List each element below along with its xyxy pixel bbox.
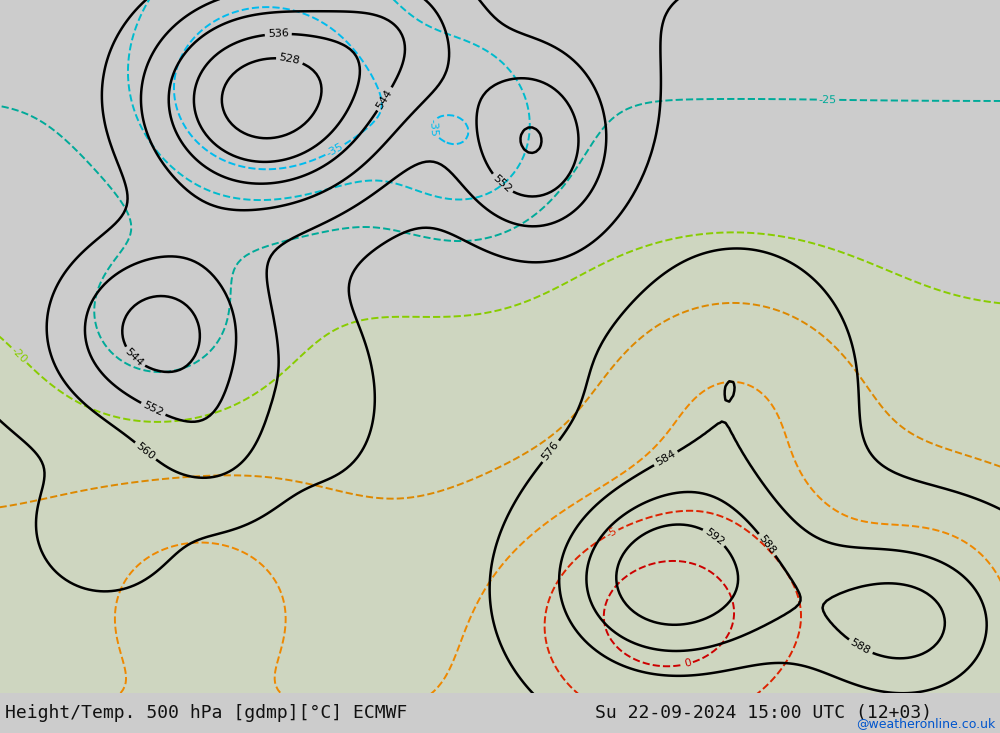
- Text: Su 22-09-2024 15:00 UTC (12+03): Su 22-09-2024 15:00 UTC (12+03): [595, 704, 932, 722]
- Text: -35: -35: [427, 118, 438, 137]
- Text: 560: 560: [134, 441, 157, 462]
- Text: 576: 576: [540, 440, 561, 463]
- Text: 552: 552: [141, 400, 165, 419]
- Text: 544: 544: [375, 87, 395, 111]
- Text: @weatheronline.co.uk: @weatheronline.co.uk: [856, 717, 995, 730]
- Text: 588: 588: [757, 533, 778, 556]
- Text: Height/Temp. 500 hPa [gdmp][°C] ECMWF: Height/Temp. 500 hPa [gdmp][°C] ECMWF: [5, 704, 407, 722]
- Text: 544: 544: [123, 347, 145, 369]
- Text: 0: 0: [683, 658, 692, 669]
- Text: 592: 592: [703, 526, 726, 547]
- Text: 588: 588: [849, 638, 872, 657]
- Text: 536: 536: [268, 29, 289, 40]
- Text: 528: 528: [278, 53, 301, 67]
- Text: -20: -20: [9, 345, 29, 365]
- Text: -35: -35: [325, 141, 345, 158]
- Text: 552: 552: [491, 173, 513, 195]
- Text: -5: -5: [605, 526, 619, 540]
- Text: -25: -25: [819, 95, 837, 105]
- Text: 584: 584: [654, 449, 678, 468]
